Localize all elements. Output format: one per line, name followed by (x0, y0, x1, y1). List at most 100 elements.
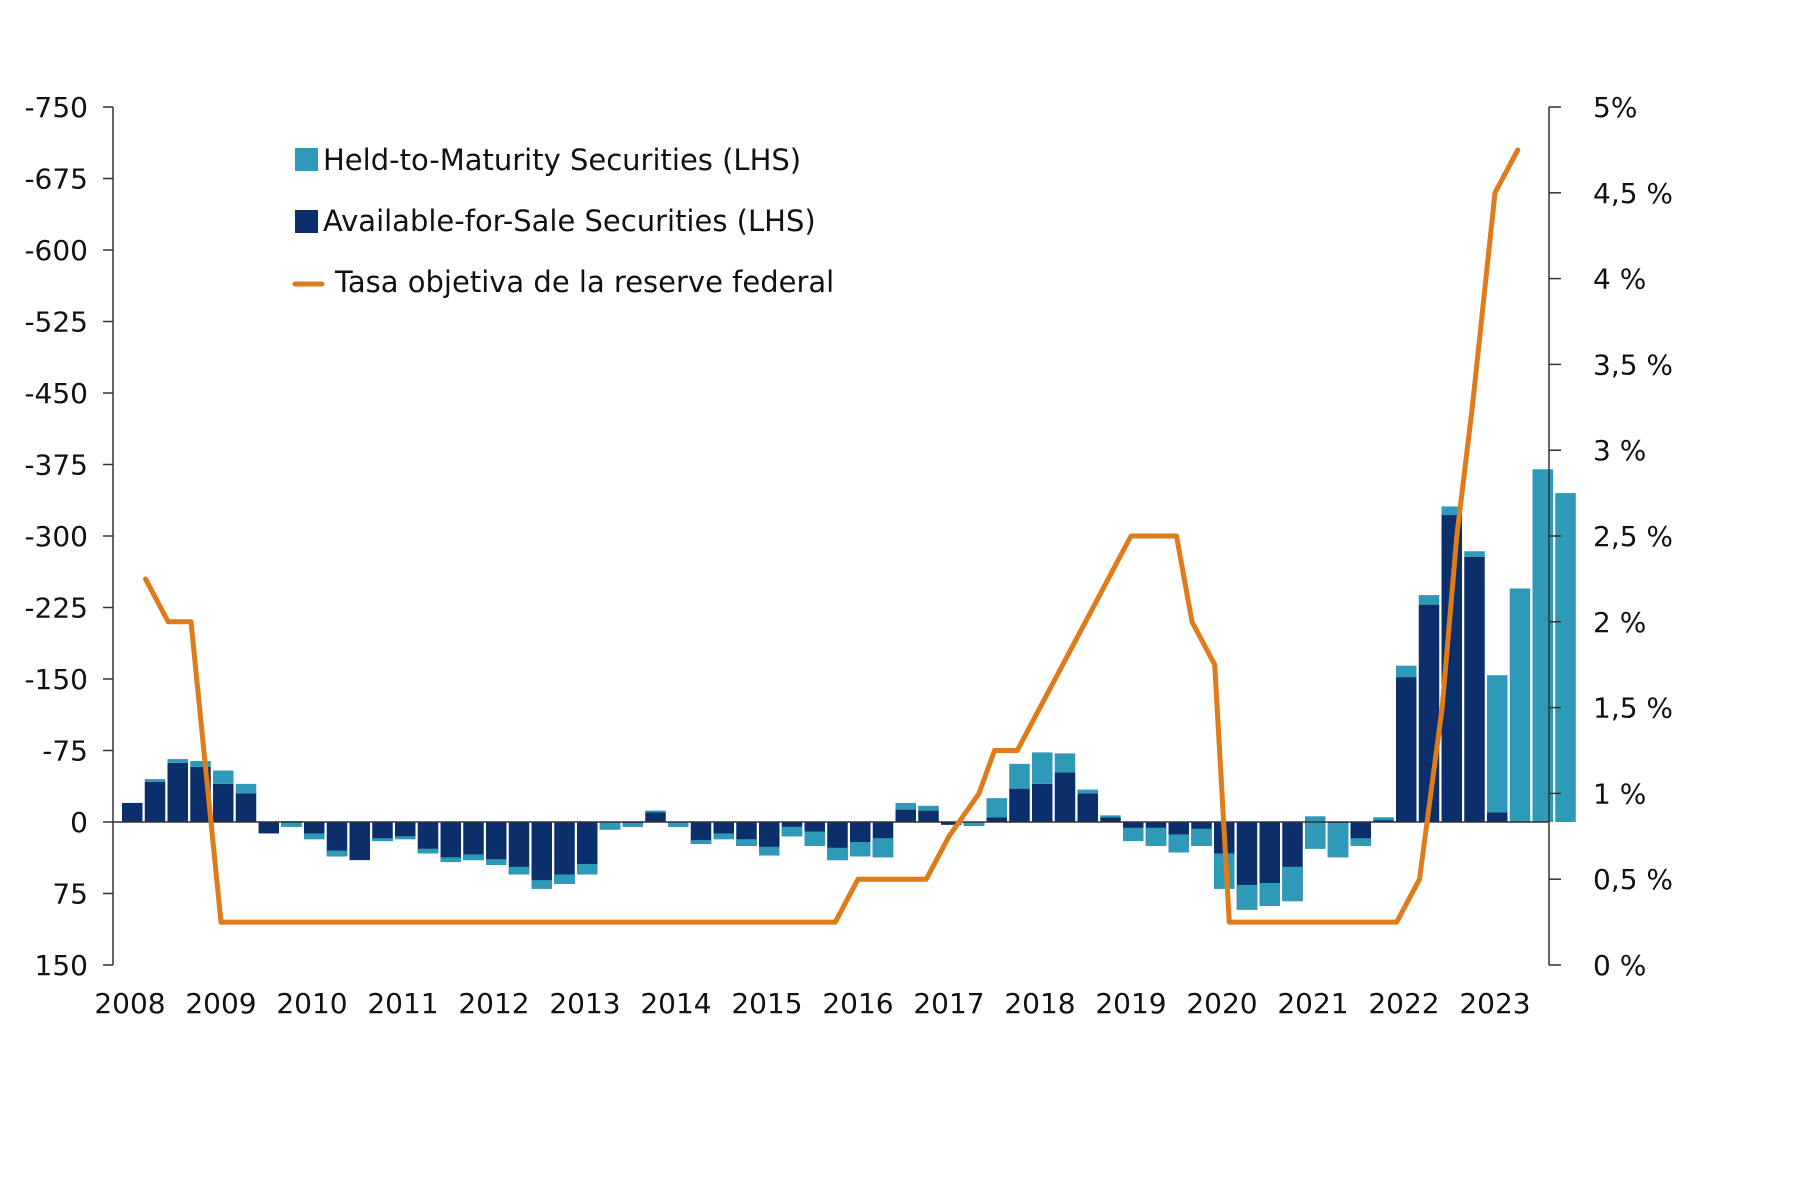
legend-label-htm: Held-to-Maturity Securities (LHS) (323, 143, 801, 177)
x-tick-label: 2013 (549, 987, 620, 1020)
left-tick-label: 0 (70, 806, 88, 839)
afs-bar (1077, 793, 1098, 822)
x-axis-ticks: 2008 2009 2010 2011 2012 2013 2014 2015 2016 2017… (94, 987, 1530, 1020)
x-tick-label: 2011 (367, 987, 438, 1020)
left-tick-label: 75 (52, 878, 88, 911)
afs-bar (531, 822, 552, 889)
afs-bar (417, 822, 439, 854)
afs-bar (986, 817, 1007, 822)
htm-bar (1509, 588, 1531, 822)
afs-bar (1487, 812, 1508, 822)
htm-bar (1305, 816, 1326, 849)
htm-bar (326, 850, 348, 857)
afs-bar (122, 802, 143, 822)
afs-bar (463, 822, 484, 861)
x-tick-label: 2010 (276, 987, 347, 1020)
left-tick-label: -150 (24, 663, 88, 696)
htm-bar (1009, 763, 1030, 789)
afs-bar (167, 762, 188, 822)
htm-bar (622, 822, 643, 827)
htm-bar (781, 826, 803, 837)
right-tick-label: 0,5 % (1593, 863, 1673, 896)
right-tick-label: 2,5 % (1593, 520, 1673, 553)
afs-bar (941, 822, 962, 825)
afs-bar (235, 793, 257, 822)
afs-bar (1464, 556, 1485, 822)
htm-bar (895, 802, 916, 810)
htm-bar (872, 838, 894, 858)
htm-bar (554, 874, 575, 884)
right-tick-label: 3,5 % (1593, 348, 1673, 381)
x-tick-label: 2021 (1277, 987, 1348, 1020)
htm-bar (235, 783, 257, 794)
htm-bar (850, 842, 871, 857)
afs-bar (1032, 783, 1053, 822)
afs-bar (577, 822, 598, 875)
x-tick-label: 2009 (185, 987, 256, 1020)
right-tick-label: 5% (1593, 91, 1637, 124)
htm-bar (1555, 493, 1576, 822)
htm-bar (918, 805, 939, 811)
x-tick-label: 2020 (1186, 987, 1257, 1020)
htm-bar (1100, 815, 1121, 818)
afs-bar (326, 822, 348, 857)
htm-bar (281, 821, 302, 827)
left-tick-label: -225 (24, 592, 88, 625)
htm-bar (167, 759, 188, 763)
afs-bar (1100, 817, 1121, 822)
htm-bar (372, 838, 393, 842)
afs-bar (372, 822, 393, 842)
afs-bar (395, 822, 416, 840)
afs-bar (1054, 772, 1076, 822)
afs-bar (144, 781, 166, 822)
afs-bar (918, 810, 939, 822)
afs-bar (895, 809, 916, 822)
afs-bar (349, 822, 370, 861)
htm-bar (144, 779, 166, 782)
x-tick-label: 2023 (1459, 987, 1530, 1020)
right-tick-label: 2 % (1593, 606, 1646, 639)
right-axis-ticks: 0 % 0,5 % 1 % 1,5 % 2 % 2,5 % 3 % 3,5 % 4 % 4,5 %… (1549, 91, 1673, 982)
htm-bar (1032, 752, 1053, 784)
htm-bar (1373, 817, 1394, 821)
htm-bar (736, 839, 757, 846)
bars-layer (122, 469, 1576, 910)
htm-bar (1236, 884, 1258, 910)
x-tick-label: 2022 (1368, 987, 1439, 1020)
htm-bar (1487, 675, 1508, 813)
legend-label-afs: Available-for-Sale Securities (LHS) (323, 204, 816, 238)
htm-bar (1441, 506, 1462, 516)
htm-bar (827, 847, 848, 861)
x-tick-label: 2008 (94, 987, 165, 1020)
x-tick-label: 2019 (1095, 987, 1166, 1020)
htm-bar (213, 770, 234, 784)
afs-bar (554, 822, 575, 884)
htm-bar (1282, 866, 1303, 902)
left-tick-label: -75 (42, 735, 88, 768)
afs-bar (258, 822, 279, 834)
htm-bar (1054, 753, 1076, 773)
left-tick-label: -600 (24, 234, 88, 267)
htm-bar (986, 798, 1007, 818)
htm-bar (531, 880, 552, 889)
legend-swatch-htm (295, 148, 318, 171)
x-tick-label: 2014 (640, 987, 711, 1020)
htm-bar (1168, 834, 1189, 853)
left-tick-label: -300 (24, 520, 88, 553)
htm-bar (759, 846, 780, 856)
right-tick-label: 0 % (1593, 949, 1646, 982)
htm-bar (1327, 822, 1349, 858)
x-tick-label: 2017 (913, 987, 984, 1020)
htm-bar (1191, 828, 1212, 846)
htm-bar (713, 833, 734, 840)
legend: Held-to-Maturity Securities (LHS) Availa… (292, 143, 834, 299)
afs-bar (486, 822, 507, 865)
left-tick-label: -375 (24, 449, 88, 482)
htm-bar (1418, 595, 1440, 605)
htm-bar (1123, 827, 1144, 842)
afs-bar (1009, 788, 1030, 822)
htm-bar (804, 831, 825, 846)
htm-bar (690, 840, 712, 844)
left-tick-label: -675 (24, 163, 88, 196)
